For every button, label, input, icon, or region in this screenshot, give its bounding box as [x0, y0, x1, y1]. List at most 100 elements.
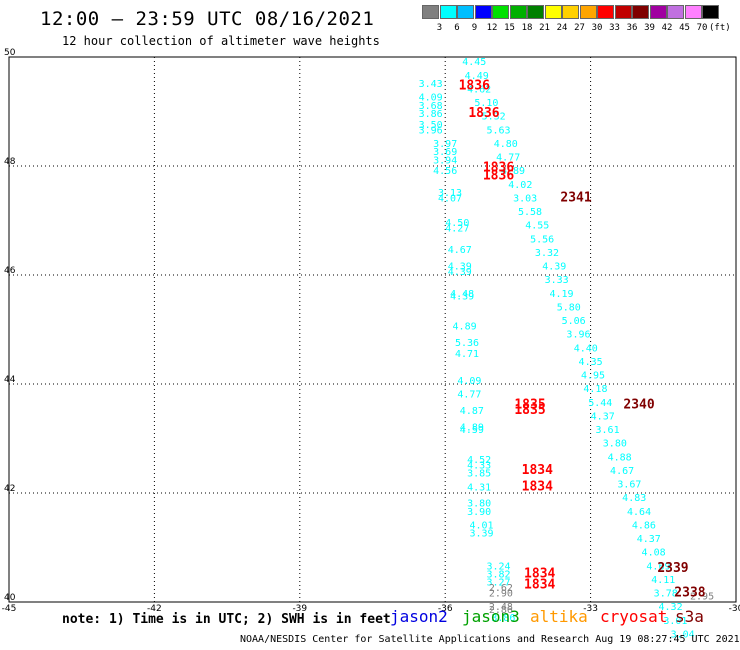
wave-height-label: 4.31: [467, 482, 491, 493]
wave-height-label: 4.71: [455, 349, 479, 360]
x-tick-label: -30: [729, 604, 740, 614]
color-scale-label: 42: [661, 23, 673, 33]
wave-height-label: 4.01: [470, 520, 494, 531]
observation-time-label: 1834: [522, 463, 553, 478]
wave-height-label: 4.02: [508, 180, 532, 191]
color-swatch: [474, 5, 492, 19]
wave-height-label: 3.82: [486, 569, 510, 580]
wave-height-label: 4.11: [651, 575, 675, 586]
wave-height-label: 4.83: [622, 493, 646, 504]
y-tick-label: 42: [4, 484, 15, 494]
wave-height-label: 4.87: [460, 406, 484, 417]
color-scale-label: 15: [504, 23, 515, 33]
color-scale-label: 21: [539, 23, 550, 33]
wave-height-label: 3.78: [654, 589, 678, 600]
x-tick-label: -39: [292, 604, 307, 614]
observation-time-label: 1834: [524, 566, 555, 581]
y-tick-label: 40: [4, 593, 16, 603]
satellite-label-s3a: s3a: [675, 607, 704, 626]
y-tick-label: 44: [4, 375, 16, 385]
wave-height-label: 3.86: [419, 109, 443, 120]
color-swatch: [527, 5, 544, 19]
observation-time-label: 2341: [560, 190, 591, 205]
chart-title: 12:00 – 23:59 UTC 08/16/2021: [40, 8, 375, 30]
color-swatch: [579, 5, 597, 19]
wave-height-label: 3.68: [419, 101, 443, 112]
color-scale-label: 30: [591, 23, 603, 33]
wave-height-label: 3.96: [566, 330, 590, 341]
wave-height-label: 4.89: [501, 166, 525, 177]
wave-height-label: 2.86: [489, 605, 513, 616]
observation-time-label: 1834: [522, 479, 553, 494]
y-tick-label: 50: [4, 48, 16, 58]
satellite-label-altika: altika: [530, 607, 588, 626]
color-scale-label: 12: [486, 23, 498, 33]
wave-height-label: 4.39: [542, 262, 566, 273]
color-swatch: [667, 5, 684, 19]
wave-height-label: 5.58: [518, 207, 542, 218]
wave-height-label: 4.77: [457, 390, 481, 401]
observation-time-label: 2338: [674, 586, 705, 601]
wave-height-label: 4.55: [525, 221, 549, 232]
wave-height-label: 4.77: [496, 153, 520, 164]
x-tick-label: -42: [147, 604, 162, 614]
wave-height-label: 4.19: [549, 289, 573, 300]
wave-height-label: 4.62: [467, 84, 491, 95]
wave-height-label: 3.90: [467, 507, 491, 518]
wave-height-label: 3.39: [470, 529, 494, 540]
wave-height-label: 3.43: [419, 79, 443, 90]
wave-height-label: 4.39: [450, 292, 474, 303]
color-scale-label: 27: [574, 23, 585, 33]
wave-height-label: 4.67: [610, 466, 634, 477]
wave-height-label: 3.80: [467, 499, 491, 510]
wave-height-label: 5.06: [562, 316, 586, 327]
color-swatch: [492, 5, 509, 19]
color-swatch: [439, 5, 457, 19]
credit-line: NOAA/NESDIS Center for Satellite Applica…: [240, 634, 740, 645]
wave-height-label: 4.95: [581, 371, 605, 382]
satellite-label-jason2: jason2: [390, 607, 448, 626]
wave-height-label: 2.62: [489, 583, 513, 594]
wave-height-label: 4.09: [457, 376, 481, 387]
observation-time-label: 2340: [623, 398, 654, 413]
wave-height-label: 3.80: [603, 439, 627, 450]
wave-height-label: 4.27: [445, 223, 469, 234]
wave-height-label: 3.94: [433, 155, 457, 166]
wave-height-label: 3.32: [535, 248, 559, 259]
wave-height-label: 4.09: [419, 93, 443, 104]
y-tick-label: 46: [4, 266, 16, 276]
wave-height-label: 4.33: [467, 460, 491, 471]
wave-height-label: 4.50: [445, 218, 469, 229]
x-tick-label: -33: [583, 604, 598, 614]
wave-height-label: 3.50: [419, 120, 443, 131]
wave-height-label: 4.35: [579, 357, 603, 368]
wave-height-label: 5.80: [557, 302, 581, 313]
color-scale-label: 3: [436, 23, 443, 33]
observation-time-label: 1835: [514, 398, 545, 413]
chart-subtitle: 12 hour collection of altimeter wave hei…: [62, 34, 380, 48]
wave-height-label: 2.90: [489, 589, 513, 600]
observation-time-label: 1835: [514, 403, 545, 418]
wave-height-label: 4.59: [460, 425, 484, 436]
observation-time-label: 1836: [483, 160, 514, 175]
color-swatch: [649, 5, 667, 19]
wave-height-label: 3.67: [617, 480, 641, 491]
wave-height-label: 4.45: [462, 57, 486, 68]
color-swatch: [702, 5, 719, 19]
wave-height-label: 4.89: [453, 322, 477, 333]
footer-note: note: 1) Time is in UTC; 2) SWH is in fe…: [62, 612, 391, 627]
wave-height-label: 3.33: [545, 275, 569, 286]
color-scale-label: 6: [454, 23, 460, 33]
wave-height-label: 3.03: [513, 193, 537, 204]
wave-height-label: 3.85: [467, 469, 491, 480]
wave-height-label: 2.95: [690, 591, 714, 602]
wave-height-label: 3.27: [486, 578, 510, 589]
color-scale-label: 18: [521, 23, 533, 33]
color-scale-label: 70: [696, 23, 708, 33]
wave-height-label: 3.13: [438, 188, 462, 199]
color-swatch: [597, 5, 614, 19]
wave-height-label: 4.64: [627, 507, 651, 518]
color-swatch: [544, 5, 562, 19]
wave-height-label: 4.49: [465, 71, 489, 82]
